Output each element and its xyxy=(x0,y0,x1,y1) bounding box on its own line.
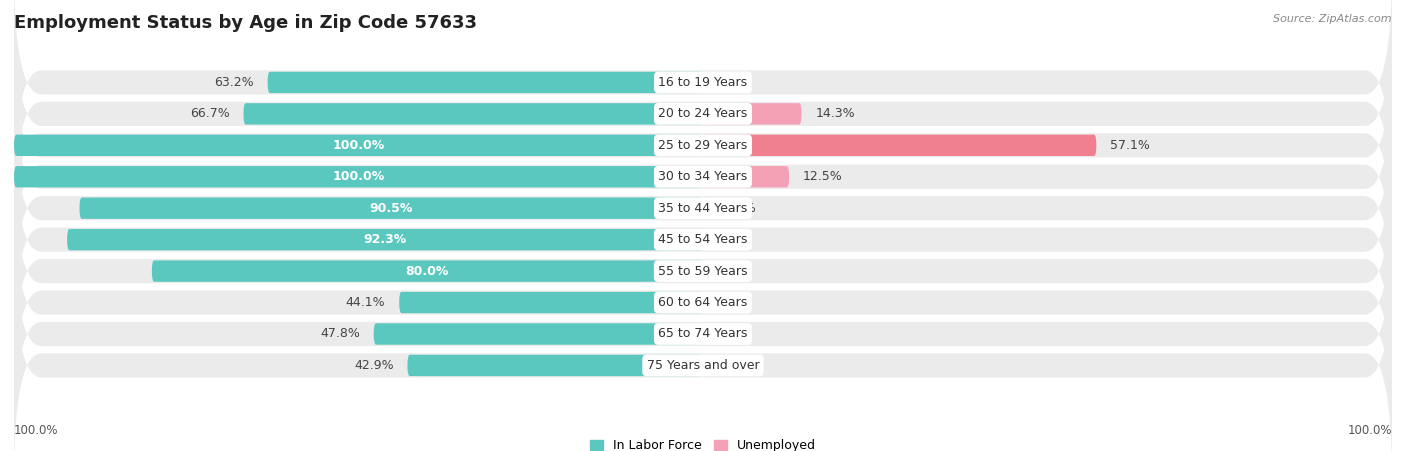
Text: 60 to 64 Years: 60 to 64 Years xyxy=(658,296,748,309)
Text: 90.5%: 90.5% xyxy=(370,202,413,215)
Text: Employment Status by Age in Zip Code 57633: Employment Status by Age in Zip Code 576… xyxy=(14,14,477,32)
Text: 45 to 54 Years: 45 to 54 Years xyxy=(658,233,748,246)
FancyBboxPatch shape xyxy=(152,260,703,282)
FancyBboxPatch shape xyxy=(14,220,1392,448)
Text: 0.0%: 0.0% xyxy=(717,233,749,246)
FancyBboxPatch shape xyxy=(14,134,703,156)
FancyBboxPatch shape xyxy=(703,198,711,219)
FancyBboxPatch shape xyxy=(374,323,703,345)
Text: 0.0%: 0.0% xyxy=(717,327,749,341)
Text: 65 to 74 Years: 65 to 74 Years xyxy=(658,327,748,341)
Text: 35 to 44 Years: 35 to 44 Years xyxy=(658,202,748,215)
FancyBboxPatch shape xyxy=(399,292,703,313)
Text: 0.0%: 0.0% xyxy=(717,296,749,309)
Text: 0.0%: 0.0% xyxy=(717,359,749,372)
Text: 30 to 34 Years: 30 to 34 Years xyxy=(658,170,748,183)
Legend: In Labor Force, Unemployed: In Labor Force, Unemployed xyxy=(591,439,815,451)
FancyBboxPatch shape xyxy=(703,103,801,124)
FancyBboxPatch shape xyxy=(14,32,1392,259)
FancyBboxPatch shape xyxy=(80,198,703,219)
Text: 0.0%: 0.0% xyxy=(717,76,749,89)
FancyBboxPatch shape xyxy=(14,63,1392,290)
FancyBboxPatch shape xyxy=(703,166,789,188)
FancyBboxPatch shape xyxy=(14,0,1392,196)
Text: 66.7%: 66.7% xyxy=(190,107,229,120)
Text: Source: ZipAtlas.com: Source: ZipAtlas.com xyxy=(1274,14,1392,23)
FancyBboxPatch shape xyxy=(14,126,1392,353)
FancyBboxPatch shape xyxy=(243,103,703,124)
Text: 80.0%: 80.0% xyxy=(406,265,449,278)
Text: 100.0%: 100.0% xyxy=(332,139,385,152)
Text: 14.3%: 14.3% xyxy=(815,107,855,120)
Text: 100.0%: 100.0% xyxy=(332,170,385,183)
FancyBboxPatch shape xyxy=(67,229,703,250)
Text: 100.0%: 100.0% xyxy=(14,424,59,437)
Text: 100.0%: 100.0% xyxy=(1347,424,1392,437)
Text: 47.8%: 47.8% xyxy=(321,327,360,341)
Text: 55 to 59 Years: 55 to 59 Years xyxy=(658,265,748,278)
Text: 1.2%: 1.2% xyxy=(725,202,756,215)
Text: 16 to 19 Years: 16 to 19 Years xyxy=(658,76,748,89)
FancyBboxPatch shape xyxy=(14,252,1392,451)
Text: 25 to 29 Years: 25 to 29 Years xyxy=(658,139,748,152)
FancyBboxPatch shape xyxy=(14,157,1392,385)
FancyBboxPatch shape xyxy=(408,355,703,376)
Text: 12.5%: 12.5% xyxy=(803,170,842,183)
Text: 92.3%: 92.3% xyxy=(363,233,406,246)
Text: 0.0%: 0.0% xyxy=(717,265,749,278)
Text: 44.1%: 44.1% xyxy=(346,296,385,309)
FancyBboxPatch shape xyxy=(703,134,1097,156)
Text: 20 to 24 Years: 20 to 24 Years xyxy=(658,107,748,120)
FancyBboxPatch shape xyxy=(14,189,1392,416)
FancyBboxPatch shape xyxy=(14,166,703,188)
Text: 57.1%: 57.1% xyxy=(1111,139,1150,152)
Text: 42.9%: 42.9% xyxy=(354,359,394,372)
FancyBboxPatch shape xyxy=(14,0,1392,228)
Text: 63.2%: 63.2% xyxy=(214,76,254,89)
FancyBboxPatch shape xyxy=(267,72,703,93)
Text: 75 Years and over: 75 Years and over xyxy=(647,359,759,372)
FancyBboxPatch shape xyxy=(14,95,1392,322)
